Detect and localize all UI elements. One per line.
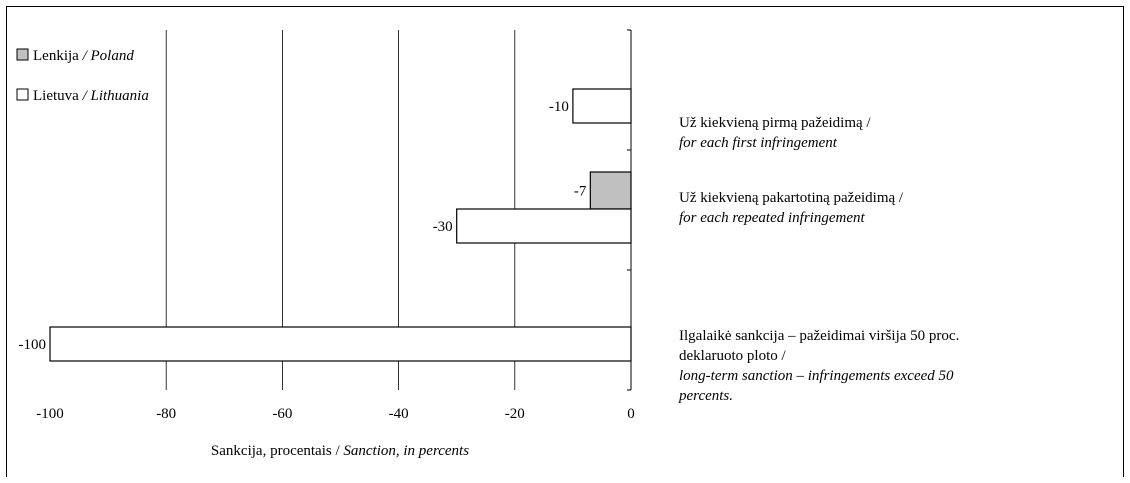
- bar-lietuva-1: [572, 88, 632, 124]
- category-label-3-line-2: deklaruoto ploto /: [679, 348, 786, 364]
- category-label-3-line-1: Ilgalaikė sankcija – pažeidimai viršija …: [679, 328, 959, 344]
- category-label-1-italic-1: for each first infringement: [679, 135, 838, 151]
- category-label-2-italic-1: for each repeated infringement: [679, 210, 865, 226]
- x-tick-label-2: -80: [156, 406, 176, 422]
- data-label-lietuva-3: -100: [19, 337, 47, 353]
- data-label-lietuva-1: -10: [549, 99, 569, 115]
- legend-label-lenkija: Lenkija / Poland: [33, 48, 134, 64]
- x-tick-label-1: -100: [36, 406, 64, 422]
- x-axis-title: Sankcija, procentais / Sanction, in perc…: [211, 443, 469, 459]
- category-label-3-italic-1: long-term sanction – infringements excee…: [679, 368, 954, 384]
- x-tick-label-5: -20: [505, 406, 525, 422]
- bar-lietuva-3: [49, 326, 632, 362]
- x-tick-label-6: 0: [627, 406, 635, 422]
- category-label-1-line-1: Už kiekvieną pirmą pažeidimą /: [679, 115, 871, 131]
- legend-swatch-lietuva: [16, 88, 29, 101]
- category-label-3-italic-2: percents.: [678, 388, 733, 404]
- x-tick-label-3: -60: [272, 406, 292, 422]
- bar-lenkija-2: [589, 171, 632, 210]
- bar-lietuva-2: [456, 208, 632, 244]
- data-label-lenkija-2: -7: [574, 184, 587, 200]
- chart-frame: [6, 6, 1124, 477]
- legend-label-lietuva: Lietuva / Lithuania: [33, 88, 149, 104]
- category-label-2-line-1: Už kiekvieną pakartotiną pažeidimą /: [679, 190, 904, 206]
- data-label-lietuva-2: -30: [433, 219, 453, 235]
- legend-swatch-lenkija: [16, 48, 29, 61]
- x-tick-label-4: -40: [389, 406, 409, 422]
